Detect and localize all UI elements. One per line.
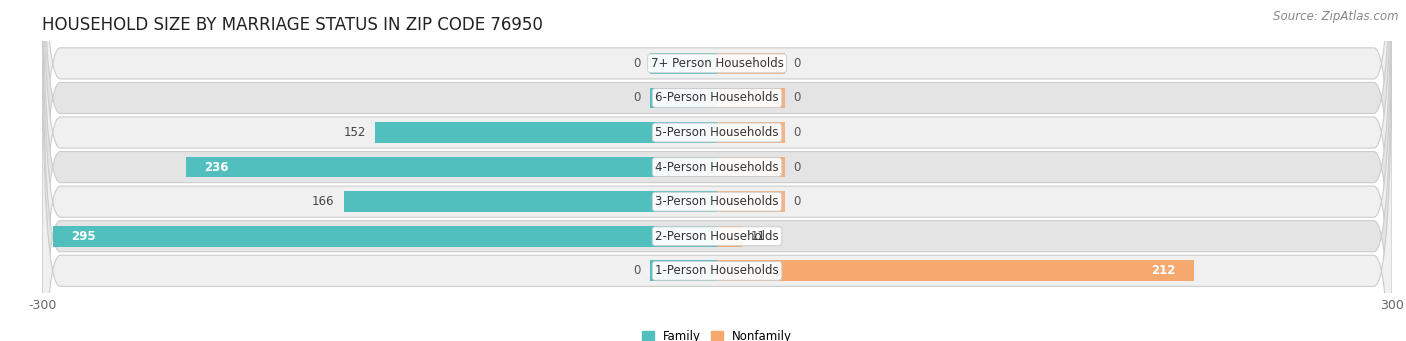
Text: 2-Person Households: 2-Person Households [655, 230, 779, 243]
Bar [650, 53, 717, 74]
FancyBboxPatch shape [42, 0, 1392, 324]
Bar [717, 261, 1194, 281]
Legend: Family, Nonfamily: Family, Nonfamily [643, 330, 792, 341]
Text: 152: 152 [343, 126, 366, 139]
Text: 11: 11 [751, 230, 766, 243]
FancyBboxPatch shape [42, 0, 1392, 341]
Text: 212: 212 [1152, 264, 1175, 277]
Text: 4-Person Households: 4-Person Households [655, 161, 779, 174]
Bar [650, 261, 717, 281]
Bar [650, 88, 717, 108]
Text: 0: 0 [633, 57, 641, 70]
Bar [53, 226, 717, 247]
Bar [186, 157, 717, 177]
Text: 166: 166 [312, 195, 335, 208]
Text: 1-Person Households: 1-Person Households [655, 264, 779, 277]
Text: 6-Person Households: 6-Person Households [655, 91, 779, 104]
Text: HOUSEHOLD SIZE BY MARRIAGE STATUS IN ZIP CODE 76950: HOUSEHOLD SIZE BY MARRIAGE STATUS IN ZIP… [42, 16, 543, 34]
Bar [717, 226, 742, 247]
Text: 5-Person Households: 5-Person Households [655, 126, 779, 139]
Text: 0: 0 [793, 161, 801, 174]
Bar [717, 191, 785, 212]
Text: 0: 0 [633, 264, 641, 277]
Text: 0: 0 [633, 91, 641, 104]
FancyBboxPatch shape [42, 0, 1392, 341]
Bar [375, 122, 717, 143]
Text: 295: 295 [72, 230, 96, 243]
Text: 0: 0 [793, 126, 801, 139]
Bar [717, 53, 785, 74]
Bar [717, 157, 785, 177]
Bar [343, 191, 717, 212]
Text: 3-Person Households: 3-Person Households [655, 195, 779, 208]
Text: 236: 236 [204, 161, 229, 174]
Text: 7+ Person Households: 7+ Person Households [651, 57, 783, 70]
Bar [717, 122, 785, 143]
Text: 0: 0 [793, 91, 801, 104]
FancyBboxPatch shape [42, 0, 1392, 341]
FancyBboxPatch shape [42, 0, 1392, 341]
Text: 0: 0 [793, 57, 801, 70]
Text: 0: 0 [793, 195, 801, 208]
Bar [717, 88, 785, 108]
FancyBboxPatch shape [42, 0, 1392, 341]
FancyBboxPatch shape [42, 10, 1392, 341]
Text: Source: ZipAtlas.com: Source: ZipAtlas.com [1274, 10, 1399, 23]
